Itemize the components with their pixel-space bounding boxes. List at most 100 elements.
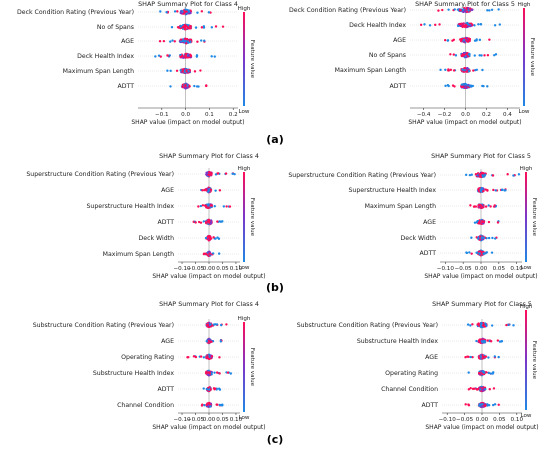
shap-point	[462, 10, 465, 14]
shap-point	[179, 69, 182, 72]
shap-point	[484, 387, 487, 391]
shap-point	[471, 355, 474, 359]
shap-point	[488, 9, 491, 12]
shap-point	[207, 388, 211, 391]
shap-point	[186, 40, 190, 43]
shap-point	[469, 204, 472, 207]
feature-label: Maximum Span Length	[63, 68, 134, 75]
shap-point	[202, 387, 205, 390]
shap-point	[477, 23, 480, 26]
shap-point	[166, 69, 169, 72]
shap-point	[467, 404, 471, 407]
shap-point	[196, 40, 199, 43]
shap-point	[476, 323, 479, 326]
shap-point	[216, 236, 219, 239]
plot-title: SHAP Summary Plot for Class 5	[432, 300, 532, 308]
shap-point	[472, 205, 476, 208]
colorbar-gradient	[525, 172, 527, 262]
shap-point	[194, 355, 198, 359]
shap-point	[203, 204, 207, 207]
shap-point	[199, 204, 203, 208]
shap-point	[193, 84, 196, 88]
shap-point	[463, 68, 466, 72]
shap-point	[194, 26, 198, 29]
shap-point	[168, 54, 172, 57]
colorbar-high-label: High	[238, 316, 251, 322]
feature-label: Superstructure Condition Rating (Previou…	[288, 172, 436, 179]
shap-point	[493, 54, 496, 57]
shap-point	[460, 83, 464, 86]
shap-point	[207, 250, 211, 254]
shap-point	[481, 402, 484, 406]
shap-point	[212, 236, 215, 239]
shap-point	[473, 39, 477, 42]
shap-point	[479, 355, 482, 358]
shap-point	[461, 85, 464, 89]
shap-point	[444, 68, 447, 72]
shap-point	[154, 55, 157, 58]
shap-point	[196, 11, 199, 14]
shap-point	[184, 37, 187, 40]
shap-point	[483, 54, 486, 57]
shap-point	[173, 40, 176, 43]
shap-point	[226, 371, 230, 374]
shap-point	[185, 25, 188, 28]
x-axis-label: SHAP value (impact on model output)	[425, 424, 538, 431]
shap-point	[187, 54, 190, 58]
shap-point	[471, 323, 474, 326]
shap-point	[486, 53, 490, 57]
shap-point	[479, 23, 483, 26]
shap-point	[186, 27, 190, 30]
shap-point	[493, 237, 497, 240]
shap-point	[212, 323, 216, 326]
shap-point	[187, 69, 190, 73]
x-tick-label: 0.10	[511, 417, 524, 423]
shap-point	[184, 54, 187, 57]
shap-point	[478, 338, 482, 341]
shap-point	[189, 11, 192, 15]
feature-label: Substructure Health Index	[93, 370, 174, 377]
colorbar-title: Feature value	[531, 198, 537, 237]
feature-label: AGE	[161, 338, 174, 345]
shap-point	[193, 70, 197, 73]
shap-point	[482, 389, 485, 392]
shap-point	[475, 387, 479, 391]
feature-label: AGE	[425, 354, 438, 361]
shap-point	[451, 39, 454, 42]
shap-point	[195, 55, 198, 58]
shap-point	[199, 221, 203, 224]
colorbar-low-label: Low	[238, 415, 249, 421]
shap-point	[475, 38, 478, 41]
shap-point	[512, 324, 515, 327]
x-tick-label: −0.2	[438, 112, 452, 118]
shap-point	[512, 174, 515, 177]
shap-point	[170, 26, 174, 29]
colorbar-title: Feature value	[529, 38, 535, 77]
shap-point	[218, 356, 221, 359]
shap-point	[452, 69, 456, 72]
feature-label: Substructure Condition Rating (Previous …	[33, 322, 174, 329]
feature-label: ADTT	[422, 402, 439, 409]
shap-point	[486, 9, 489, 12]
shap-point	[203, 404, 206, 407]
shap-point	[490, 8, 494, 11]
colorbar-low-label: Low	[238, 109, 249, 115]
shap-point	[233, 172, 236, 176]
shap-point	[493, 355, 497, 358]
shap-point	[485, 251, 489, 254]
panel-label-b: (b)	[266, 281, 284, 294]
x-tick-label: −0.10	[437, 266, 455, 272]
shap-point	[194, 221, 197, 224]
shap-point	[464, 85, 468, 89]
shap-plot-2: SHAP Summary Plot for Class 5 Deck Condit…	[289, 0, 535, 126]
shap-point	[208, 371, 212, 375]
shap-point	[480, 54, 483, 57]
feature-label: AGE	[121, 38, 134, 45]
shap-point	[225, 205, 228, 208]
shap-point	[443, 38, 447, 42]
x-tick-label: 0.10	[230, 417, 243, 423]
shap-point	[204, 252, 208, 255]
shap-point	[184, 84, 187, 87]
shap-point	[197, 205, 200, 208]
shap-point	[203, 39, 206, 42]
